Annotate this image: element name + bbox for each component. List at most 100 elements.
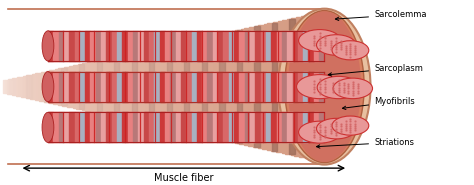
- Bar: [125, 54, 126, 119]
- Bar: [255, 72, 261, 102]
- Bar: [137, 52, 139, 122]
- Bar: [300, 16, 301, 157]
- Bar: [79, 64, 84, 109]
- Bar: [245, 31, 250, 61]
- Bar: [155, 112, 160, 142]
- Bar: [319, 112, 324, 142]
- Bar: [53, 112, 59, 142]
- Bar: [91, 112, 96, 142]
- Text: Striations: Striations: [317, 138, 414, 148]
- Bar: [181, 72, 186, 102]
- Bar: [139, 51, 140, 122]
- Bar: [149, 49, 151, 124]
- Bar: [197, 112, 202, 142]
- Bar: [101, 59, 103, 114]
- Bar: [138, 72, 144, 102]
- Bar: [128, 53, 130, 120]
- Bar: [266, 72, 271, 102]
- Bar: [239, 30, 240, 144]
- Bar: [85, 112, 91, 142]
- Bar: [294, 18, 296, 156]
- Bar: [112, 72, 117, 102]
- Bar: [183, 42, 185, 132]
- Bar: [89, 62, 91, 111]
- Bar: [280, 21, 282, 152]
- Bar: [73, 65, 74, 108]
- Bar: [247, 28, 249, 146]
- Bar: [277, 31, 282, 61]
- Bar: [245, 112, 250, 142]
- Bar: [171, 44, 173, 129]
- Bar: [144, 31, 149, 61]
- Bar: [165, 72, 170, 102]
- Bar: [37, 73, 39, 100]
- Bar: [155, 72, 160, 102]
- Bar: [144, 112, 149, 142]
- Bar: [59, 31, 64, 61]
- Bar: [101, 112, 107, 142]
- Bar: [189, 40, 191, 133]
- Bar: [18, 77, 19, 96]
- Bar: [146, 50, 148, 124]
- Bar: [165, 112, 170, 142]
- Bar: [196, 39, 198, 134]
- Bar: [229, 72, 234, 102]
- Ellipse shape: [317, 118, 356, 139]
- Bar: [226, 32, 228, 141]
- Ellipse shape: [332, 41, 369, 60]
- Bar: [287, 19, 289, 154]
- Bar: [307, 15, 312, 158]
- Bar: [122, 112, 128, 142]
- Bar: [140, 51, 142, 122]
- Bar: [156, 47, 158, 126]
- Bar: [303, 112, 309, 142]
- Ellipse shape: [278, 9, 371, 165]
- Bar: [16, 78, 18, 95]
- Bar: [296, 17, 298, 156]
- Bar: [208, 112, 213, 142]
- Bar: [132, 53, 133, 121]
- Bar: [239, 72, 245, 102]
- Bar: [74, 65, 76, 108]
- Bar: [149, 31, 155, 61]
- Bar: [321, 12, 323, 161]
- Bar: [230, 31, 232, 142]
- Bar: [228, 32, 230, 141]
- Ellipse shape: [42, 112, 54, 142]
- Ellipse shape: [285, 11, 364, 163]
- Bar: [133, 72, 138, 102]
- Bar: [64, 67, 65, 106]
- Bar: [64, 112, 69, 142]
- Bar: [255, 31, 261, 61]
- Bar: [266, 112, 271, 142]
- Bar: [208, 72, 213, 102]
- Bar: [144, 72, 149, 102]
- Bar: [218, 31, 223, 61]
- Bar: [162, 46, 164, 127]
- Bar: [42, 72, 44, 101]
- Bar: [85, 63, 87, 111]
- Bar: [91, 72, 96, 102]
- Bar: [117, 112, 122, 142]
- Ellipse shape: [297, 75, 343, 99]
- Bar: [266, 31, 271, 61]
- Bar: [48, 72, 53, 102]
- Bar: [250, 72, 255, 102]
- Bar: [289, 19, 295, 154]
- Bar: [251, 27, 253, 146]
- Bar: [261, 72, 266, 102]
- Bar: [292, 18, 294, 155]
- Bar: [317, 13, 319, 161]
- Bar: [214, 35, 216, 138]
- Bar: [71, 66, 73, 107]
- Bar: [49, 70, 51, 103]
- Bar: [278, 21, 280, 152]
- Bar: [298, 72, 303, 102]
- Bar: [92, 61, 94, 112]
- Bar: [208, 31, 213, 61]
- Bar: [26, 75, 28, 98]
- Bar: [277, 72, 282, 102]
- Bar: [41, 72, 42, 101]
- Text: Muscle fiber: Muscle fiber: [154, 173, 214, 184]
- Bar: [76, 65, 78, 109]
